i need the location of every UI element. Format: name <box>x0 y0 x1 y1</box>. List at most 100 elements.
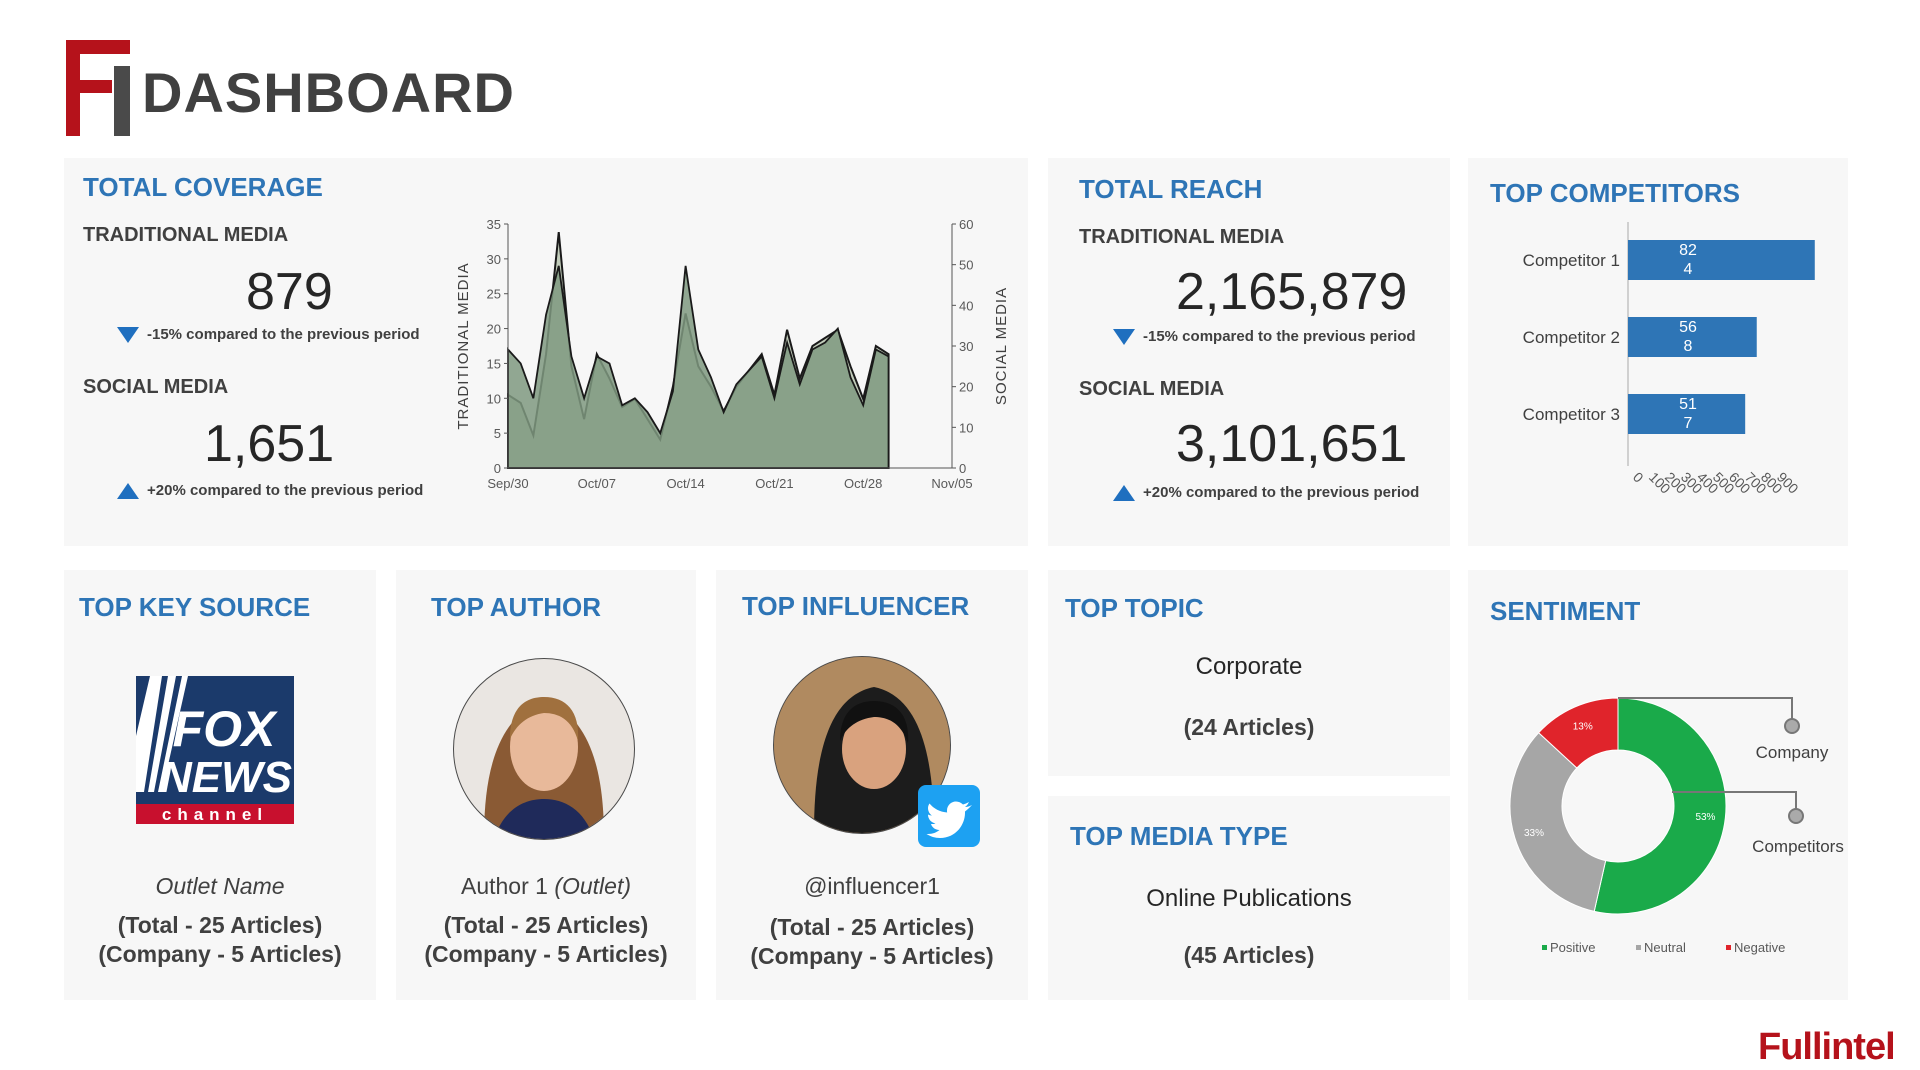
left-tick-label: 25 <box>487 287 501 302</box>
legend-swatch-positive <box>1542 945 1547 950</box>
reach-traditional-label: TRADITIONAL MEDIA <box>1079 226 1285 248</box>
left-tick-label: 35 <box>487 217 501 232</box>
competitor-bar <box>1628 240 1815 280</box>
influencer-total: (Total - 25 Articles) <box>769 914 975 940</box>
key-source-title: TOP KEY SOURCE <box>79 592 311 622</box>
key-source-company: (Company - 5 Articles) <box>98 941 342 967</box>
bar-data-label: 51 <box>1679 396 1697 413</box>
sentiment-donut-chart: 53% 33% 13% Company Competitors Positive Neutr… <box>1509 697 1844 955</box>
left-tick-label: 0 <box>494 461 501 476</box>
reach-social-label: SOCIAL MEDIA <box>1079 378 1225 400</box>
legend-label-positive: Positive <box>1550 940 1596 955</box>
reach-traditional-change: -15% compared to the previous period <box>1113 328 1416 345</box>
reach-social-change: +20% compared to the previous period <box>1113 484 1419 501</box>
news-logo-text: NEWS <box>160 753 292 802</box>
up-triangle-icon <box>1113 484 1135 501</box>
down-triangle-icon <box>117 326 139 343</box>
key-source-outlet: Outlet Name <box>155 873 285 899</box>
down-triangle-icon <box>1113 328 1135 345</box>
left-axis-title: TRADITIONAL MEDIA <box>455 262 472 429</box>
topic-count: (24 Articles) <box>1183 714 1315 740</box>
donut-data-label: 33% <box>1524 828 1544 839</box>
influencer-handle[interactable]: @influencer1 <box>804 873 940 899</box>
influencer-company: (Company - 5 Articles) <box>750 943 994 969</box>
coverage-traditional-label: TRADITIONAL MEDIA <box>83 224 289 246</box>
author-name: Author 1 <box>460 873 548 899</box>
coverage-social-change: +20% compared to the previous period <box>117 482 423 499</box>
fox-news-logo-icon: FOX NEWS channel <box>136 676 294 824</box>
fox-news-logo: FOX NEWS channel <box>136 676 294 824</box>
author-total: (Total - 25 Articles) <box>443 912 649 938</box>
legend-label-negative: Negative <box>1734 940 1785 955</box>
x-tick-label: Nov/05 <box>931 476 972 491</box>
callout-dot-icon <box>1784 718 1800 734</box>
left-tick-label: 5 <box>494 426 501 441</box>
donut-slice-positive <box>1593 697 1727 915</box>
callout-competitors-label: Competitors <box>1752 837 1844 856</box>
topic-value: Corporate <box>1195 653 1303 680</box>
coverage-social-value: 1,651 <box>204 415 335 473</box>
author-outlet: (Outlet) <box>554 873 632 899</box>
x-tick-label: Oct/28 <box>844 476 882 491</box>
author-title: TOP AUTHOR <box>431 592 601 622</box>
fi-logo-icon <box>66 40 130 136</box>
media-type-title: TOP MEDIA TYPE <box>1070 821 1288 851</box>
sentiment-title: SENTIMENT <box>1490 596 1641 626</box>
reach-social-value: 3,101,651 <box>1176 415 1408 473</box>
media-type-value: Online Publications <box>1146 885 1352 912</box>
right-tick-label: 40 <box>959 298 973 313</box>
reach-panel <box>1048 158 1450 546</box>
donut-data-label: 13% <box>1573 721 1593 732</box>
donut-slice-neutral <box>1509 732 1607 912</box>
coverage-traditional-value: 879 <box>246 263 333 321</box>
right-axis-title: SOCIAL MEDIA <box>993 287 1010 405</box>
right-tick-label: 30 <box>959 339 973 354</box>
coverage-area-chart: 0 5 10 15 20 25 30 35 0 10 20 30 40 50 60 Sep/30 Oct/07 O… <box>455 217 1010 491</box>
up-triangle-icon <box>117 482 139 499</box>
reach-title: TOTAL REACH <box>1079 174 1263 204</box>
channel-logo-text: channel <box>162 805 268 824</box>
competitor-label: Competitor 3 <box>1523 405 1620 424</box>
media-type-panel <box>1048 796 1450 1000</box>
author-avatar <box>453 658 635 840</box>
competitor-label: Competitor 2 <box>1523 328 1620 347</box>
x-tick-label: Sep/30 <box>487 476 528 491</box>
x-tick-label: 0 <box>1630 469 1647 486</box>
competitor-bar <box>1628 394 1746 434</box>
author-photo-icon <box>484 697 604 839</box>
coverage-social-label: SOCIAL MEDIA <box>83 376 229 398</box>
influencer-title: TOP INFLUENCER <box>742 591 970 621</box>
bar-data-label: 8 <box>1684 338 1693 355</box>
donut-slice-negative <box>1537 697 1619 769</box>
topic-panel <box>1048 570 1450 776</box>
callout-dot-icon <box>1788 808 1804 824</box>
competitors-bar-chart: Competitor 1 82 4 Competitor 2 56 8 Competitor… <box>1523 222 1815 497</box>
x-tick-label: Oct/07 <box>578 476 616 491</box>
coverage-traditional-change: -15% compared to the previous period <box>117 326 420 343</box>
right-tick-label: 50 <box>959 258 973 273</box>
left-tick-label: 30 <box>487 252 501 267</box>
x-tick-label: Oct/14 <box>666 476 704 491</box>
author-name-line: Author 1 (Outlet) <box>396 873 696 900</box>
right-tick-label: 60 <box>959 217 973 232</box>
bar-data-label: 7 <box>1684 415 1693 432</box>
competitors-title: TOP COMPETITORS <box>1490 178 1740 208</box>
author-company: (Company - 5 Articles) <box>424 941 668 967</box>
competitor-label: Competitor 1 <box>1523 251 1620 270</box>
series-traditional-area <box>507 265 890 469</box>
fox-logo-text: FOX <box>173 701 278 757</box>
twitter-badge[interactable] <box>918 785 980 847</box>
topic-title: TOP TOPIC <box>1065 593 1204 623</box>
coverage-title: TOTAL COVERAGE <box>83 172 323 202</box>
header-logo <box>66 40 134 136</box>
legend-swatch-neutral <box>1636 945 1641 950</box>
x-tick-label: Oct/21 <box>755 476 793 491</box>
callout-company-label: Company <box>1756 743 1829 762</box>
right-tick-label: 10 <box>959 420 973 435</box>
bar-data-label: 82 <box>1679 242 1697 259</box>
media-type-count: (45 Articles) <box>1183 942 1315 968</box>
left-tick-label: 15 <box>487 356 501 371</box>
key-source-total: (Total - 25 Articles) <box>117 912 323 938</box>
right-tick-label: 20 <box>959 380 973 395</box>
footer-brand: Fullintel <box>1758 1026 1896 1068</box>
